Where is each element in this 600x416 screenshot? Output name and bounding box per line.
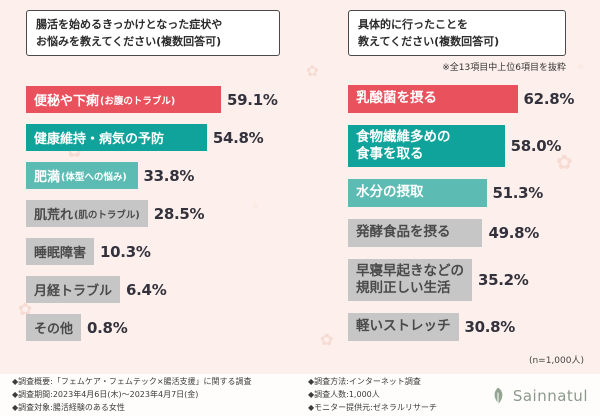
bar: 発酵食品を摂る	[348, 219, 483, 248]
bar-label: 月経トラブル	[34, 284, 113, 300]
bar-label: 肌荒れ	[34, 208, 74, 224]
bar-value: 62.8%	[523, 90, 575, 109]
bar-value: 10.3%	[100, 242, 151, 261]
survey-overview: ◆調査概要:「フェムケア・フェムテック×腸活支援」に関する調査	[12, 377, 252, 387]
bar-row: 睡眠障害 10.3%	[26, 238, 326, 266]
survey-info-column-1: ◆調査概要:「フェムケア・フェムテック×腸活支援」に関する調査 ◆調査期間:20…	[12, 376, 308, 414]
bar-label: 健康維持・病気の予防	[34, 132, 165, 148]
bar-row: 乳酸菌を摂る 62.8%	[348, 85, 594, 114]
bar-label: 睡眠障害	[34, 246, 87, 262]
bar-label: 発酵食品を摂る	[356, 224, 451, 241]
bar-label: 便秘や下痢	[34, 94, 100, 110]
bar-value: 54.8%	[212, 128, 264, 147]
bar-row: 食物繊維多めの 食事を取る 58.0%	[348, 125, 594, 168]
bar-value: 51.3%	[492, 184, 544, 203]
bar-label: 水分の摂取	[356, 184, 424, 201]
bar-label-sub: (肌のトラブル)	[74, 209, 140, 221]
bar: 軽いストレッチ	[348, 313, 459, 342]
bar-value: 0.8%	[87, 318, 128, 337]
logo-text: Sainnatul	[512, 386, 588, 405]
bar-row: その他 0.8%	[26, 314, 326, 342]
bar: 早寝早起きなどの 規則正しい生活	[348, 259, 472, 302]
bar-row: 肥満 (体型への悩み) 33.8%	[26, 162, 326, 190]
survey-footer: ◆調査概要:「フェムケア・フェムテック×腸活支援」に関する調査 ◆調査期間:20…	[0, 374, 600, 416]
bar-row: 水分の摂取 51.3%	[348, 179, 594, 208]
bar-value: 59.1%	[227, 90, 278, 109]
bar: 睡眠障害	[26, 238, 95, 266]
sample-size-note: (n=1,000人)	[528, 356, 584, 367]
right-bar-chart: 乳酸菌を摂る 62.8% 食物繊維多めの 食事を取る 58.0% 水分の摂取 5…	[348, 85, 594, 342]
bar-row: 軽いストレッチ 30.8%	[348, 313, 594, 342]
bar-label: 肥満	[34, 170, 61, 186]
bar-row: 肌荒れ (肌のトラブル) 28.5%	[26, 200, 326, 228]
right-chart-panel: 具体的に行ったことを 教えてください(複数回答可) ※全13項目中上位6項目を抜…	[348, 10, 594, 366]
bar-label-sub: (体型への悩み)	[61, 171, 127, 183]
bar: 乳酸菌を摂る	[348, 85, 518, 114]
bar-label: 食物繊維多めの 食事を取る	[356, 128, 451, 163]
bar-value: 49.8%	[488, 224, 539, 243]
bar-value: 33.8%	[143, 166, 195, 185]
bar-row: 月経トラブル 6.4%	[26, 276, 326, 304]
bar: 肌荒れ (肌のトラブル)	[26, 200, 148, 228]
survey-method: ◆調査方法:インターネット調査	[308, 377, 421, 387]
right-question-box: 具体的に行ったことを 教えてください(複数回答可)	[348, 10, 566, 57]
bar: 月経トラブル	[26, 276, 121, 304]
top6-note: ※全13項目中上位6項目を抜粋	[442, 63, 566, 74]
bar-label: 乳酸菌を摂る	[356, 90, 437, 107]
left-question-box: 腸活を始めるきっかけとなった症状や お悩みを教えてください(複数回答可)	[26, 10, 280, 57]
survey-target: ◆調査対象:腸活経験のある女性	[12, 402, 125, 412]
bar-label-sub: (お腹のトラブル)	[100, 95, 176, 107]
left-chart-panel: 腸活を始めるきっかけとなった症状や お悩みを教えてください(複数回答可) 便秘や…	[26, 10, 326, 352]
bar: 肥満 (体型への悩み)	[26, 162, 138, 190]
sainnatul-logo: Sainnatul	[488, 386, 588, 406]
leaf-logo-icon	[488, 386, 508, 406]
bar-value: 6.4%	[126, 280, 167, 299]
bar-label: その他	[34, 322, 74, 338]
bar-row: 健康維持・病気の予防 54.8%	[26, 124, 326, 152]
bar-value: 35.2%	[478, 271, 529, 290]
bar-row: 発酵食品を摂る 49.8%	[348, 219, 594, 248]
bar-row: 早寝早起きなどの 規則正しい生活 35.2%	[348, 259, 594, 302]
bar: 水分の摂取	[348, 179, 487, 208]
survey-count: ◆調査人数:1,000人	[308, 390, 380, 400]
bar-label: 早寝早起きなどの 規則正しい生活	[356, 262, 464, 297]
survey-period: ◆調査期間:2023年4月6日(木)〜2023年4月7日(金)	[12, 390, 199, 400]
left-bar-chart: 便秘や下痢 (お腹のトラブル) 59.1% 健康維持・病気の予防 54.8% 肥…	[26, 86, 326, 342]
bar: その他	[26, 314, 82, 342]
survey-info-column-2: ◆調査方法:インターネット調査 ◆調査人数:1,000人 ◆モニター提供元:ゼネ…	[308, 376, 476, 414]
bar-value: 30.8%	[464, 318, 516, 337]
bar-row: 便秘や下痢 (お腹のトラブル) 59.1%	[26, 86, 326, 114]
bar: 食物繊維多めの 食事を取る	[348, 125, 505, 168]
bar: 健康維持・病気の予防	[26, 124, 207, 152]
bar: 便秘や下痢 (お腹のトラブル)	[26, 86, 222, 114]
survey-monitor-provider: ◆モニター提供元:ゼネラルリサーチ	[308, 402, 437, 412]
bar-label: 軽いストレッチ	[356, 318, 451, 335]
bar-value: 28.5%	[153, 204, 205, 223]
bar-value: 58.0%	[510, 137, 562, 156]
